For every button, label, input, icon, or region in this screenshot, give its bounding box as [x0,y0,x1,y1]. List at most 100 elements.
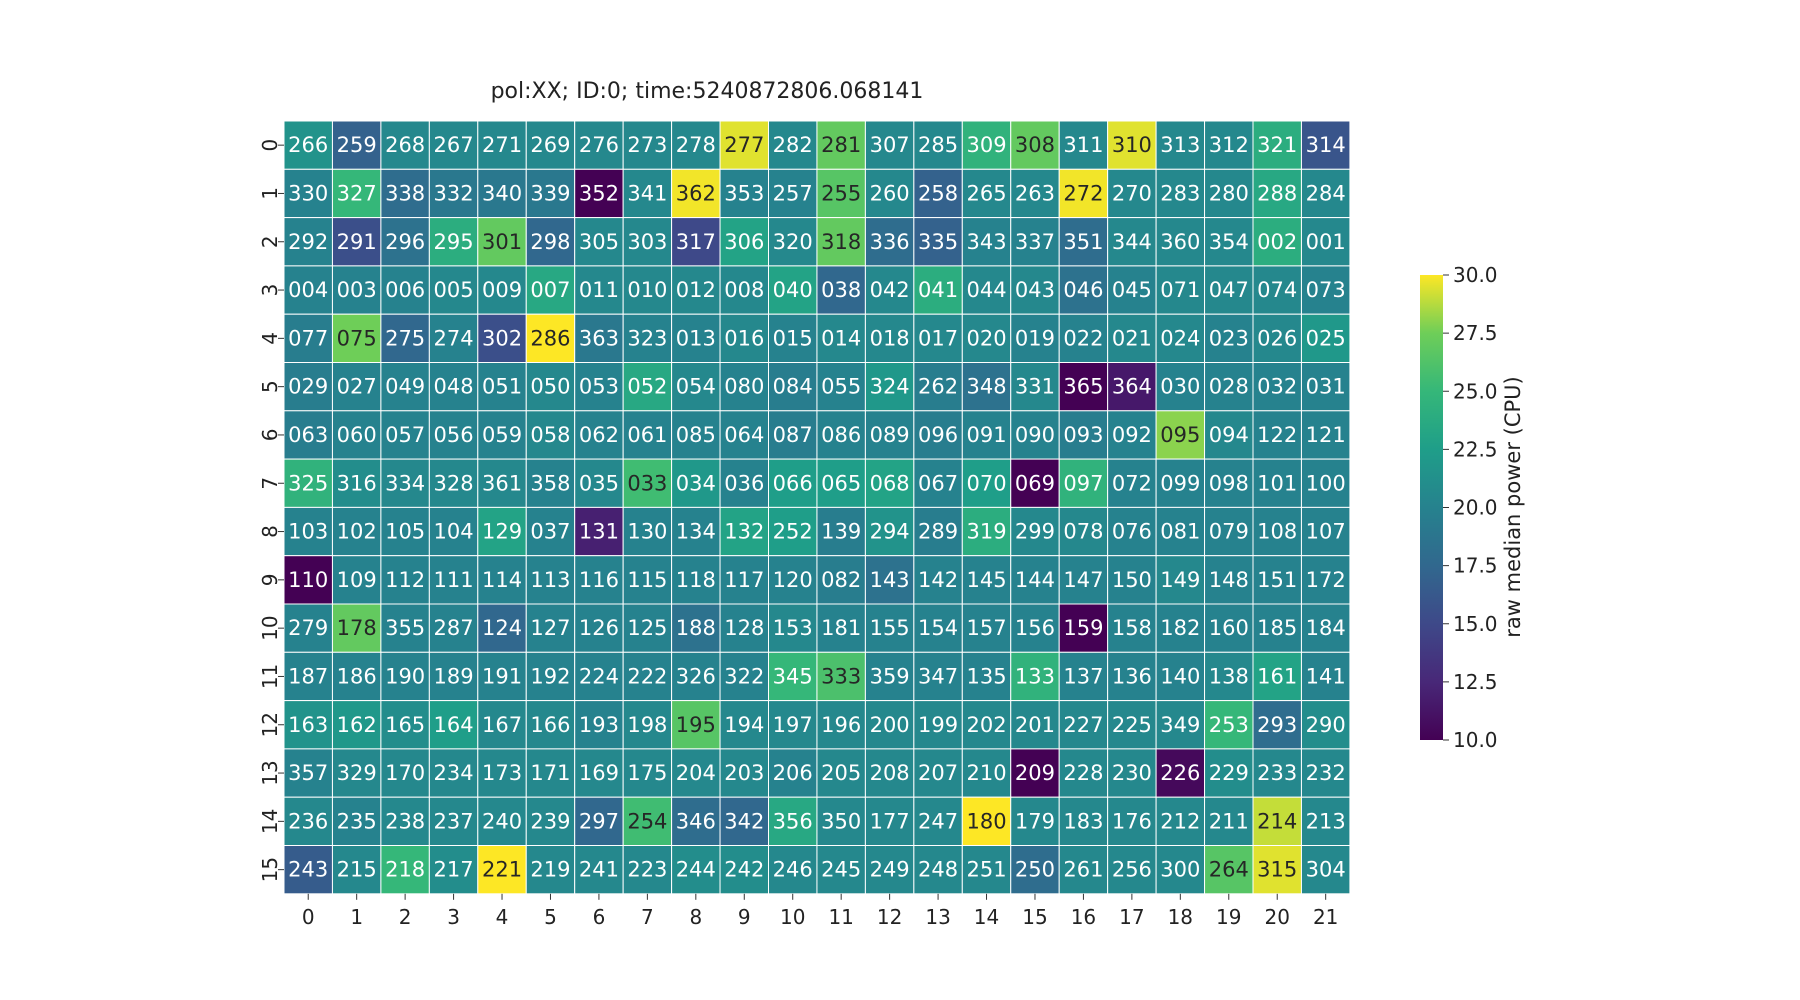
heatmap-cell [768,845,818,895]
cell-label: 091 [966,423,1006,447]
heatmap-cell [719,265,769,315]
cell-label: 166 [530,713,570,737]
cell-label: 022 [1063,326,1103,350]
heatmap-cell [283,168,333,219]
heatmap-cell [1300,796,1351,847]
cell-label: 347 [918,664,958,688]
heatmap-cell [380,313,430,364]
heatmap-cell [1252,700,1302,750]
cell-label: 188 [676,616,716,640]
heatmap-cell [961,603,1012,653]
cell-label: 153 [773,616,813,640]
heatmap-cell [961,506,1012,557]
heatmap-cell [719,603,769,653]
cell-label: 159 [1063,616,1103,640]
cell-label: 311 [1063,133,1103,157]
heatmap-cell [428,651,479,702]
cell-label: 217 [434,858,474,882]
cell-label: 029 [288,375,328,399]
cell-label: 107 [1306,520,1346,544]
cell-label: 002 [1257,230,1297,254]
cell-label: 350 [821,809,861,833]
cell-label: 298 [530,230,570,254]
cell-label: 243 [288,858,328,882]
cell-label: 261 [1063,858,1103,882]
cell-label: 275 [385,326,425,350]
x-tick-label: 17 [1119,905,1144,929]
heatmap-cell [1300,555,1351,605]
cell-label: 186 [337,664,377,688]
cell-label: 136 [1112,664,1152,688]
cell-label: 295 [434,230,474,254]
cell-label: 143 [870,568,910,592]
cell-label: 097 [1063,471,1103,495]
heatmap-cell [719,120,769,170]
heatmap-cell [428,796,479,847]
heatmap-cell [380,410,430,460]
y-tick-label: 4 [258,332,282,345]
heatmap-cell [477,700,527,750]
cell-label: 230 [1112,761,1152,785]
y-tick-label: 11 [258,664,282,689]
cell-label: 280 [1209,181,1249,205]
cell-label: 300 [1160,858,1200,882]
cell-label: 160 [1209,616,1249,640]
cell-label: 044 [966,278,1006,302]
heatmap-cell [574,410,624,460]
cell-label: 017 [918,326,958,350]
cell-label: 132 [724,520,764,544]
x-tick-label: 16 [1071,905,1096,929]
heatmap-cell [525,217,576,267]
heatmap-cell [816,362,866,412]
cell-label: 252 [773,520,813,544]
heatmap-cell [1300,410,1351,460]
cell-label: 266 [288,133,328,157]
x-tick-label: 12 [877,905,902,929]
heatmap-cell [816,796,866,847]
x-tick-label: 4 [496,905,509,929]
cell-label: 250 [1015,858,1055,882]
heatmap-cell [1010,603,1060,653]
cell-label: 319 [966,520,1006,544]
cell-label: 342 [724,809,764,833]
cell-label: 249 [870,858,910,882]
cell-label: 272 [1063,181,1103,205]
heatmap-cell [380,217,430,267]
x-tick-label: 5 [544,905,557,929]
cell-label: 228 [1063,761,1103,785]
cell-label: 192 [530,664,570,688]
cell-label: 292 [288,230,328,254]
cell-label: 164 [434,713,474,737]
cell-label: 070 [966,471,1006,495]
heatmap-cell [961,313,1012,364]
cell-label: 182 [1160,616,1200,640]
y-tick-label: 9 [258,573,282,586]
cell-label: 274 [434,326,474,350]
cell-label: 042 [870,278,910,302]
heatmap-cell [1010,410,1060,460]
cell-label: 199 [918,713,958,737]
cell-label: 110 [288,568,328,592]
x-tick-label: 14 [974,905,999,929]
cell-label: 358 [530,471,570,495]
cell-label: 286 [530,326,570,350]
cell-label: 054 [676,375,716,399]
cell-label: 005 [434,278,474,302]
cell-label: 147 [1063,568,1103,592]
heatmap-cell [768,748,818,798]
cell-label: 031 [1306,375,1346,399]
heatmap-cell [380,458,430,508]
cell-label: 316 [337,471,377,495]
cell-label: 294 [870,520,910,544]
heatmap-cell [913,796,963,847]
heatmap-cell [477,168,527,219]
cell-label: 281 [821,133,861,157]
cell-label: 352 [579,181,619,205]
cell-label: 296 [385,230,425,254]
heatmap-cell [1155,506,1206,557]
heatmap-cell [1010,120,1060,170]
cell-label: 148 [1209,568,1249,592]
heatmap-cell [816,555,866,605]
cell-label: 059 [482,423,522,447]
